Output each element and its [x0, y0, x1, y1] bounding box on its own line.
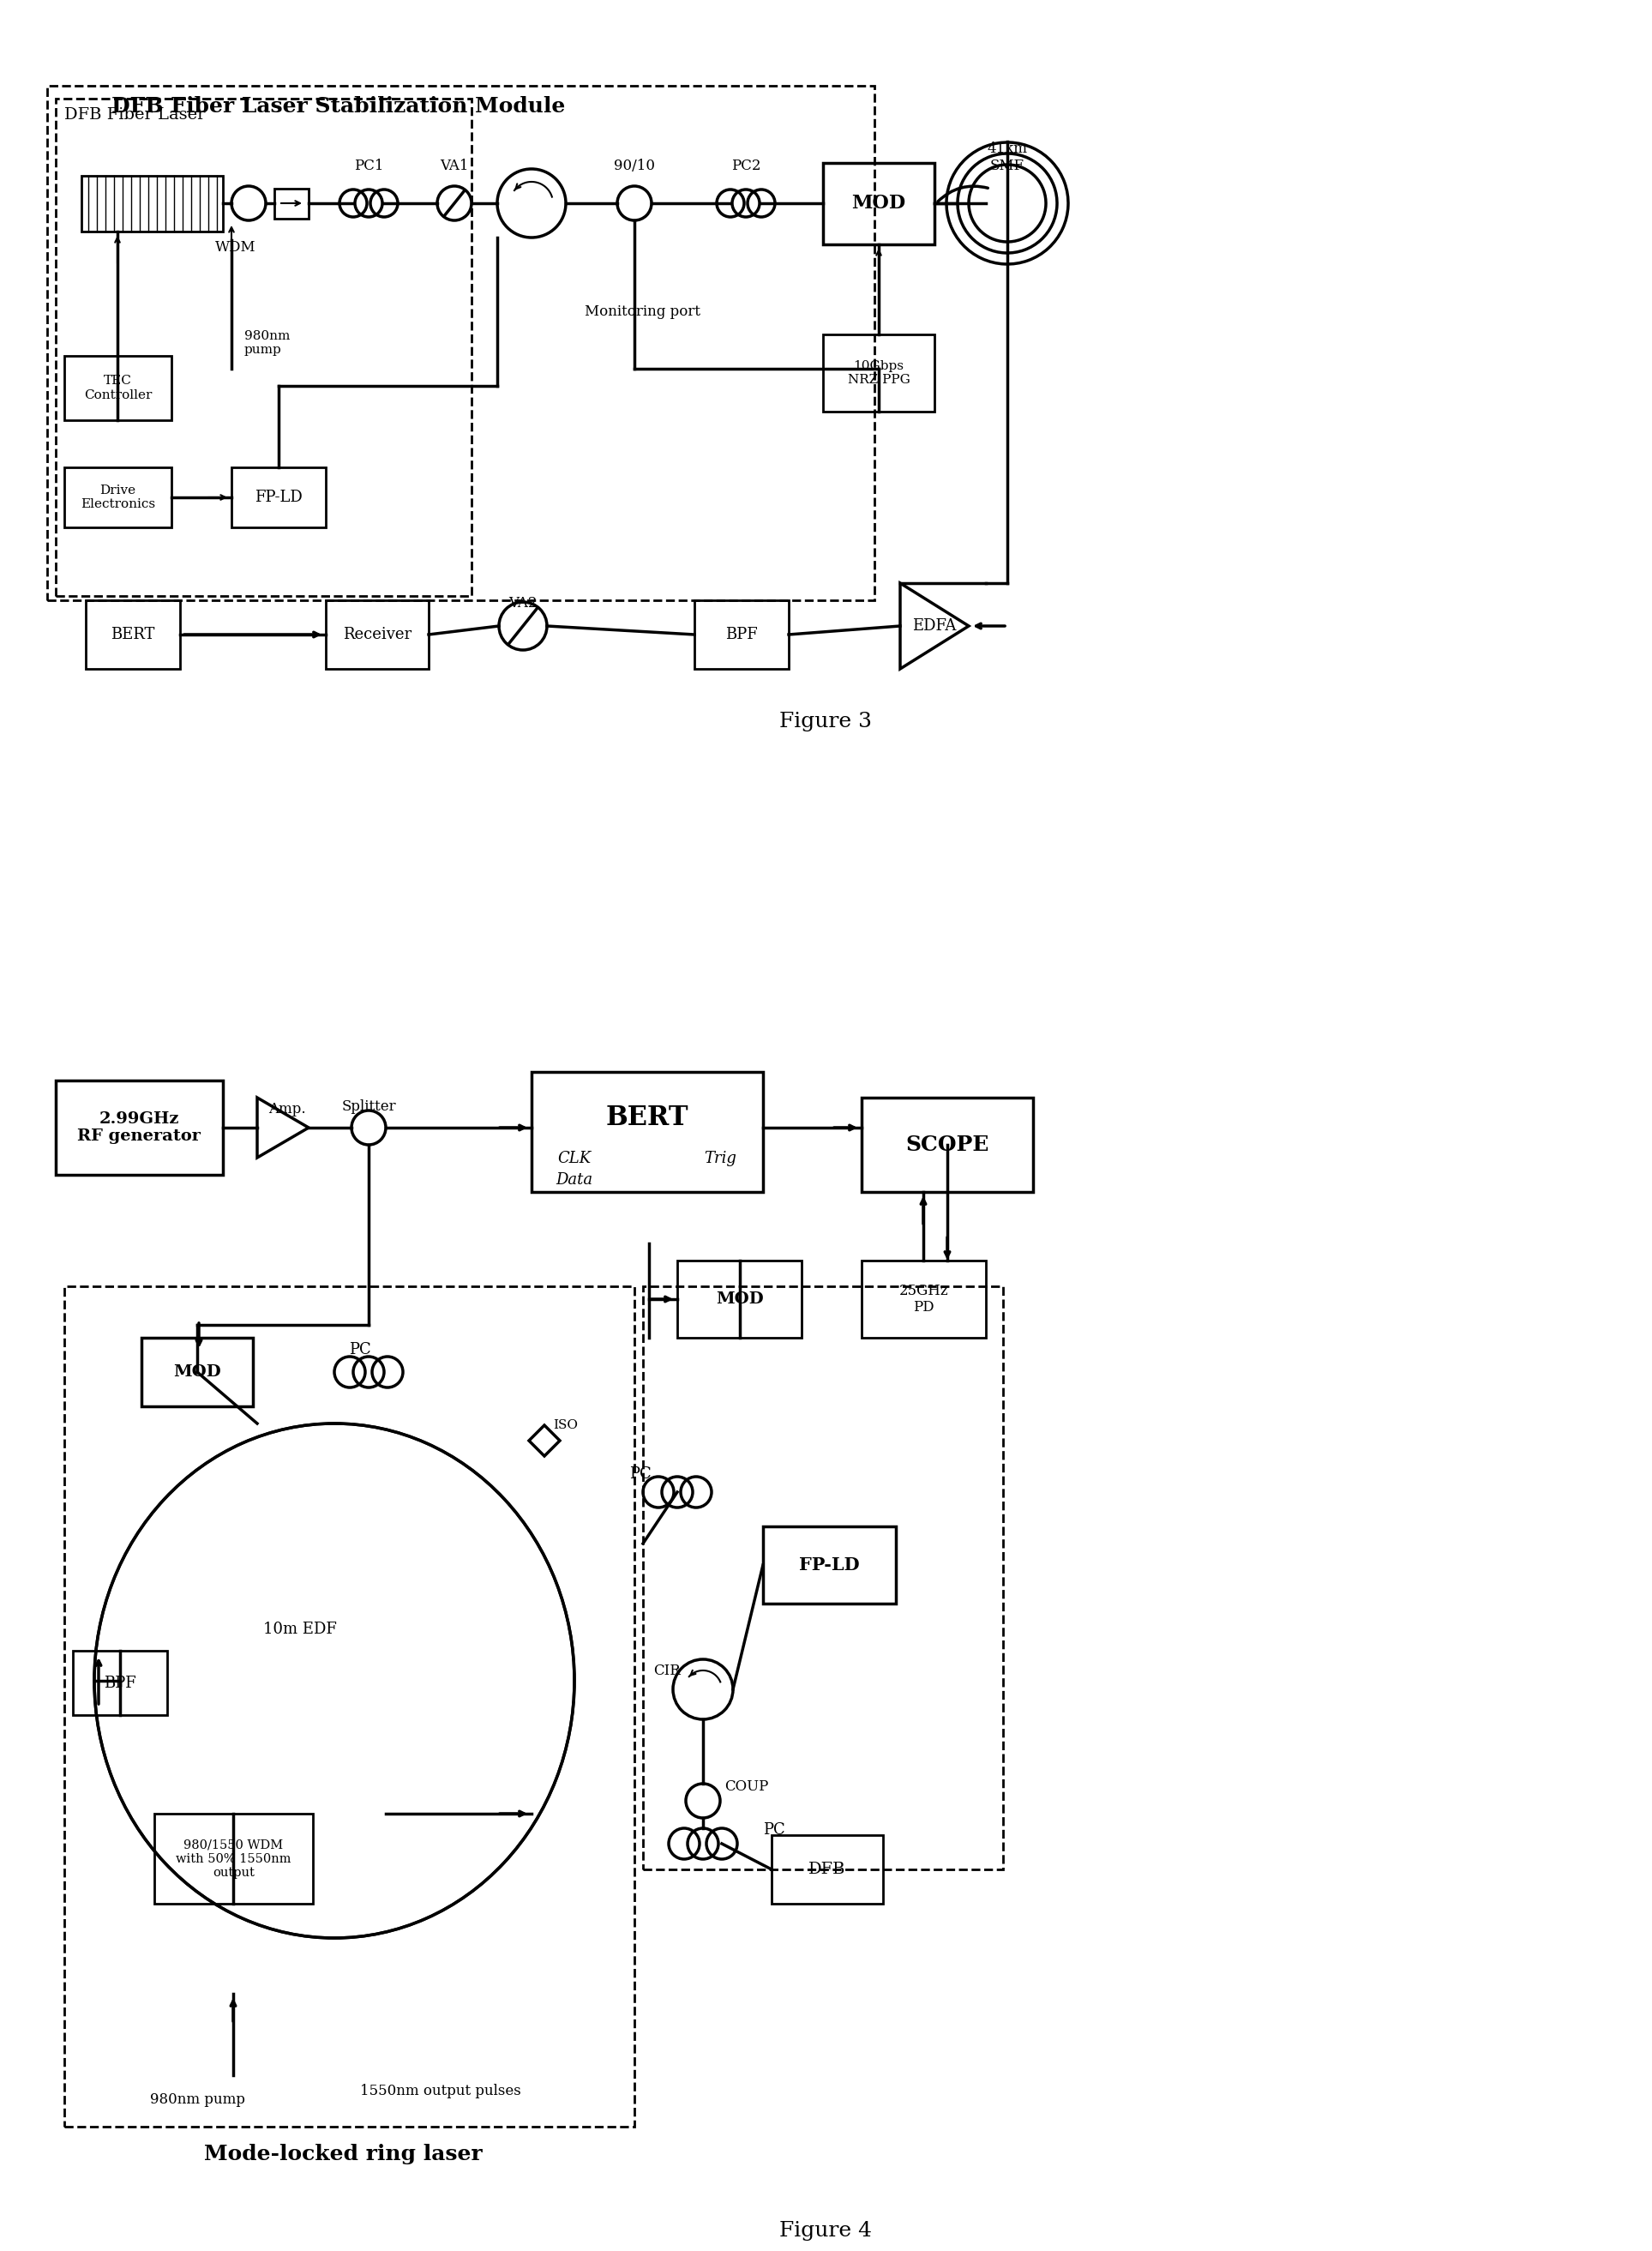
Text: FP-LD: FP-LD [254, 491, 302, 504]
Text: MOD: MOD [173, 1364, 221, 1380]
Text: CLK: CLK [558, 1150, 591, 1166]
Text: Splitter: Splitter [342, 1098, 396, 1114]
Text: 2.99GHz
RF generator: 2.99GHz RF generator [78, 1112, 202, 1144]
Text: VA2: VA2 [509, 597, 537, 610]
Text: Trig: Trig [704, 1150, 737, 1166]
Text: Mode-locked ring laser: Mode-locked ring laser [203, 2143, 482, 2165]
Text: Figure 3: Figure 3 [780, 711, 872, 732]
Text: ISO: ISO [553, 1418, 578, 1432]
Text: CIR: CIR [653, 1663, 681, 1679]
Text: EDFA: EDFA [912, 619, 957, 635]
Text: PC2: PC2 [732, 158, 760, 173]
Text: Drive
Electronics: Drive Electronics [81, 484, 155, 511]
Text: PC: PC [763, 1823, 785, 1837]
Text: MOD: MOD [715, 1292, 763, 1308]
Text: MOD: MOD [852, 194, 905, 212]
Text: 1550nm output pulses: 1550nm output pulses [360, 2084, 520, 2098]
Text: 980/1550 WDM
with 50% 1550nm
output: 980/1550 WDM with 50% 1550nm output [177, 1839, 291, 1880]
Text: 41km
SMF: 41km SMF [988, 142, 1028, 173]
Text: BPF: BPF [725, 626, 758, 642]
Text: 980nm pump: 980nm pump [150, 2093, 244, 2107]
Text: Figure 4: Figure 4 [780, 2222, 872, 2240]
Text: BERT: BERT [606, 1105, 689, 1130]
Text: PC: PC [349, 1342, 372, 1357]
Text: Amp.: Amp. [269, 1103, 306, 1116]
Text: 90/10: 90/10 [615, 158, 654, 173]
Text: PC: PC [629, 1465, 651, 1481]
Text: Data: Data [557, 1173, 593, 1189]
Text: VA1: VA1 [439, 158, 469, 173]
Text: BERT: BERT [111, 626, 155, 642]
Text: BPF: BPF [104, 1675, 135, 1691]
Text: DFB Fiber Laser: DFB Fiber Laser [64, 108, 205, 122]
Text: DFB: DFB [808, 1862, 846, 1877]
Text: 25GHz
PD: 25GHz PD [899, 1283, 948, 1315]
Text: FP-LD: FP-LD [800, 1555, 859, 1573]
Text: PC1: PC1 [354, 158, 383, 173]
Text: SCOPE: SCOPE [905, 1135, 990, 1155]
Text: Monitoring port: Monitoring port [585, 304, 700, 320]
Text: DFB Fiber Laser Stabilization Module: DFB Fiber Laser Stabilization Module [111, 97, 565, 117]
Text: COUP: COUP [725, 1778, 768, 1794]
Text: 10m EDF: 10m EDF [263, 1621, 337, 1636]
Text: WDM: WDM [215, 241, 256, 254]
Text: TEC
Controller: TEC Controller [84, 376, 152, 401]
Text: Receiver: Receiver [344, 626, 411, 642]
Text: 980nm
pump: 980nm pump [244, 331, 291, 356]
Text: 10Gbps
NRZ PPG: 10Gbps NRZ PPG [847, 360, 910, 385]
